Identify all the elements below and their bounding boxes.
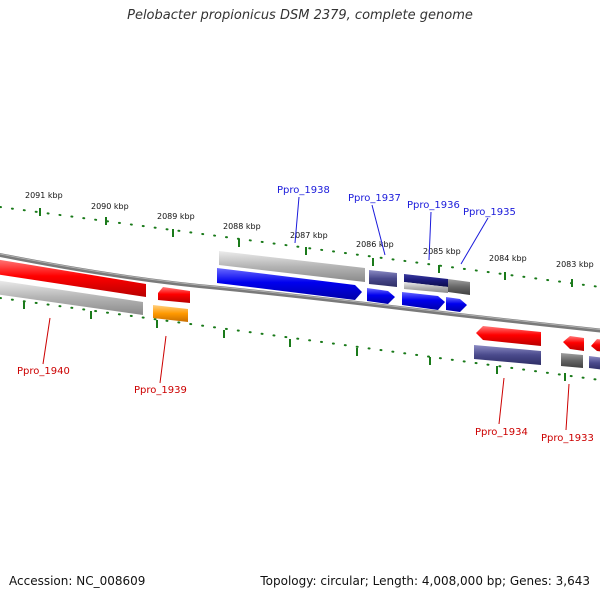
gene-feature[interactable]	[476, 326, 541, 346]
scale-label: 2090 kbp	[91, 202, 129, 211]
gene-feature[interactable]	[367, 288, 395, 304]
scale-label: 2091 kbp	[25, 191, 63, 200]
gene-feature[interactable]	[591, 339, 600, 352]
gene-features	[0, 251, 600, 370]
gene-feature[interactable]	[217, 268, 362, 300]
scale-label: 2085 kbp	[423, 247, 461, 256]
gene-label[interactable]: Ppro_1938	[277, 185, 330, 196]
gene-labels-top: Ppro_1938 Ppro_1937 Ppro_1936 Ppro_1935	[277, 185, 516, 218]
gene-feature[interactable]	[219, 251, 365, 282]
gene-feature[interactable]	[448, 279, 470, 295]
leader-lines-bottom	[42, 317, 570, 431]
gene-feature[interactable]	[402, 292, 445, 310]
scale-label: 2084 kbp	[489, 254, 527, 263]
gene-feature[interactable]	[0, 280, 143, 315]
gene-feature[interactable]	[158, 287, 190, 303]
genome-backbone	[0, 252, 600, 333]
gene-feature[interactable]	[446, 297, 467, 312]
gene-labels-bottom: Ppro_1940 Ppro_1939 Ppro_1934 Ppro_1933	[17, 366, 594, 444]
scale-ticks-top	[39, 208, 573, 287]
gene-feature[interactable]	[0, 259, 146, 297]
gene-label[interactable]: Ppro_1933	[541, 433, 594, 444]
leader-lines-top	[294, 196, 489, 265]
gene-label[interactable]: Ppro_1940	[17, 366, 70, 377]
scale-label: 2088 kbp	[223, 222, 261, 231]
scale-track-top	[0, 206, 600, 288]
gene-label[interactable]: Ppro_1937	[348, 193, 401, 204]
gene-feature[interactable]	[153, 305, 188, 322]
gene-label[interactable]: Ppro_1939	[134, 385, 187, 396]
genome-backbone-highlight	[0, 253, 600, 330]
gene-feature[interactable]	[369, 270, 397, 287]
gene-label[interactable]: Ppro_1934	[475, 427, 528, 438]
gene-feature[interactable]	[474, 345, 541, 365]
gene-feature[interactable]	[589, 356, 600, 370]
gene-feature[interactable]	[404, 282, 448, 293]
scale-label: 2086 kbp	[356, 240, 394, 249]
gene-label[interactable]: Ppro_1935	[463, 207, 516, 218]
genome-summary: Topology: circular; Length: 4,008,000 bp…	[260, 574, 590, 588]
gene-feature[interactable]	[404, 274, 448, 287]
scale-label: 2089 kbp	[157, 212, 195, 221]
gene-feature[interactable]	[561, 353, 583, 368]
scale-track-bottom	[0, 297, 600, 381]
scale-label: 2087 kbp	[290, 231, 328, 240]
gene-feature[interactable]	[563, 336, 584, 351]
accession-label: Accession: NC_008609	[9, 574, 146, 588]
genome-title: Pelobacter propionicus DSM 2379, complet…	[127, 8, 473, 23]
scale-label: 2083 kbp	[556, 260, 594, 269]
scale-ticks-bottom	[23, 301, 566, 381]
gene-label[interactable]: Ppro_1936	[407, 200, 460, 211]
scale-labels: 2091 kbp 2090 kbp 2089 kbp 2088 kbp 2087…	[25, 191, 594, 269]
